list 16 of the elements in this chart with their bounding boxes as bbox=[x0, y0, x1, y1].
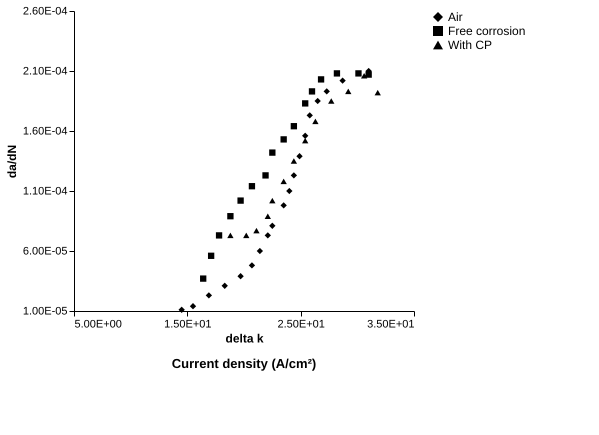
legend-label: Air bbox=[448, 10, 463, 24]
y-tick-label: 2.60E-04 bbox=[22, 6, 68, 18]
legend-label: Free corrosion bbox=[448, 24, 526, 38]
y-tick-label: 1.60E-04 bbox=[22, 126, 68, 138]
x-tick-label: 2.50E+01 bbox=[277, 318, 325, 330]
y-tick-label: 1.10E-04 bbox=[22, 186, 68, 198]
y-tick-label: 2.10E-04 bbox=[22, 66, 68, 78]
y-axis-title: da/dN bbox=[4, 144, 19, 178]
y-tick-label: 1.00E-05 bbox=[22, 306, 68, 318]
text: Current density (A/cm²) bbox=[172, 356, 316, 371]
y-tick-label: 6.00E-05 bbox=[22, 246, 68, 258]
x-axis-title: delta k bbox=[225, 332, 264, 346]
x-tick-label: 3.50E+01 bbox=[367, 318, 414, 330]
x-tick-label: 5.00E+00 bbox=[74, 318, 122, 330]
legend-label: With CP bbox=[448, 38, 492, 52]
x-tick-label: 1.50E+01 bbox=[164, 318, 212, 330]
